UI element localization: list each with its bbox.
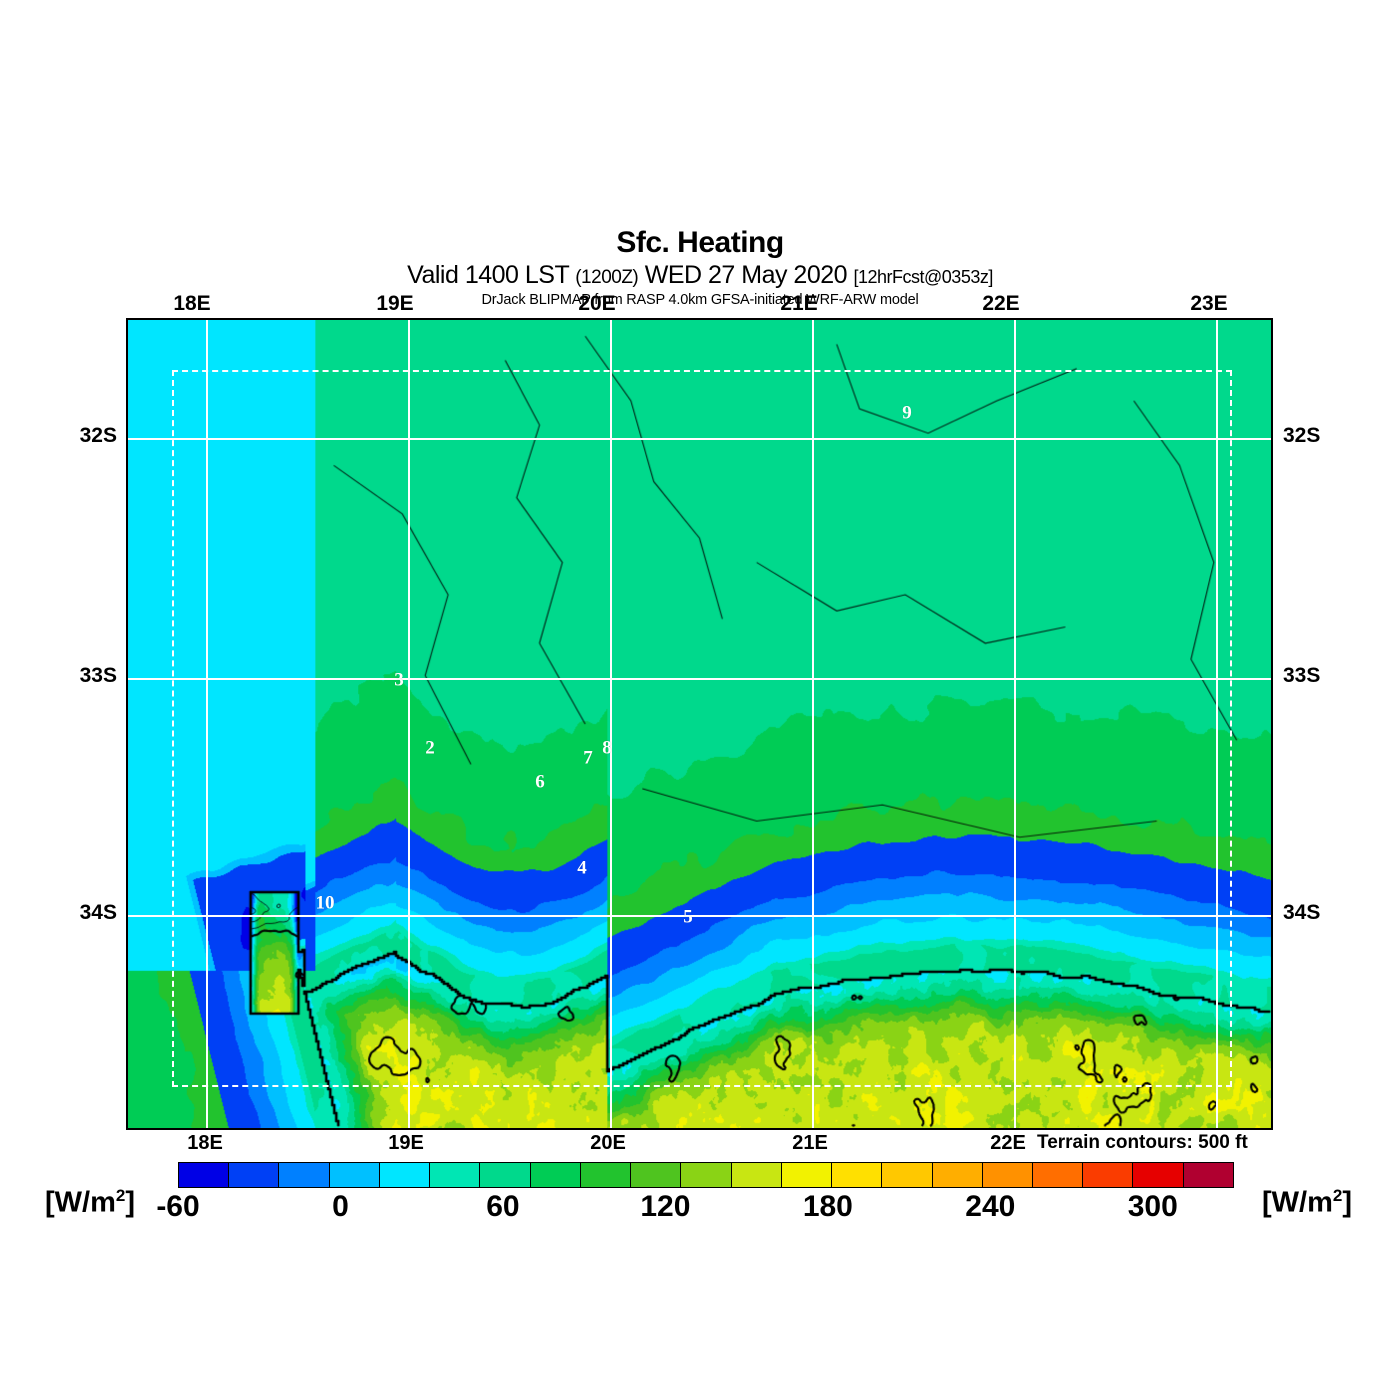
colorbar-segment-2 — [279, 1163, 330, 1187]
page-title: Sfc. Heating — [616, 226, 784, 259]
map-number-2: 2 — [425, 737, 435, 759]
lat-label-right-32s: 32S — [1283, 424, 1321, 447]
map-number-10: 10 — [315, 892, 335, 914]
lat-label-right-34s: 34S — [1283, 901, 1321, 924]
gridline-lon-18e — [206, 320, 208, 1128]
lat-label-left-34s: 34S — [79, 901, 117, 924]
lon-label-top-23e: 23E — [1190, 292, 1228, 315]
sfc-heating-raster — [128, 320, 1271, 1128]
gridline-lon-19e — [408, 320, 410, 1128]
unit-text-right: [W/m — [1262, 1186, 1333, 1219]
map-number-7: 7 — [583, 747, 593, 769]
colorbar-segment-10 — [681, 1163, 732, 1187]
colorbar-segment-3 — [329, 1163, 380, 1187]
valid-prefix: Valid 1400 LST — [407, 261, 569, 289]
colorbar-segment-7 — [530, 1163, 581, 1187]
lon-label-bottom-21e: 21E — [792, 1132, 828, 1154]
lat-label-left-33s: 33S — [79, 664, 117, 687]
gridline-lat-32s — [128, 438, 1271, 440]
colorbar-tick-240: 240 — [965, 1190, 1016, 1223]
colorbar-segment-16 — [982, 1163, 1033, 1187]
lon-label-bottom-20e: 20E — [590, 1132, 626, 1154]
colorbar-segment-1 — [229, 1163, 280, 1187]
gridline-lat-33s — [128, 678, 1271, 680]
forecast-tag: [12hrFcst@0353z] — [853, 267, 994, 287]
colorbar-segment-17 — [1032, 1163, 1084, 1187]
colorbar-segment-12 — [781, 1163, 833, 1187]
map-number-3: 3 — [394, 669, 404, 691]
unit-text-left: [W/m — [45, 1186, 116, 1219]
unit-suffix-left: ] — [125, 1186, 136, 1219]
colorbar-tick-0: 0 — [332, 1190, 349, 1223]
terrain-contour-note: Terrain contours: 500 ft — [1037, 1132, 1248, 1153]
gridline-lon-20e — [610, 320, 612, 1128]
lat-label-left-32s: 32S — [79, 424, 117, 447]
colorbar-segment-11 — [731, 1163, 782, 1187]
colorbar-segment-14 — [882, 1163, 933, 1187]
colorbar-segment-15 — [932, 1163, 983, 1187]
lon-label-top-21e: 21E — [780, 292, 818, 315]
gridline-lon-21e — [812, 320, 814, 1128]
map-number-6: 6 — [535, 771, 545, 793]
colorbar-tick-300: 300 — [1127, 1190, 1178, 1223]
map-number-5: 5 — [683, 906, 693, 928]
lon-label-top-18e: 18E — [173, 292, 211, 315]
gridline-lon-22e — [1014, 320, 1016, 1128]
colorbar-segment-18 — [1083, 1163, 1134, 1187]
colorbar-segment-0 — [179, 1163, 230, 1187]
colorbar — [178, 1162, 1234, 1188]
colorbar-segment-6 — [480, 1163, 531, 1187]
colorbar-segment-20 — [1183, 1163, 1233, 1187]
lon-label-top-22e: 22E — [982, 292, 1020, 315]
unit-suffix-right: ] — [1342, 1186, 1353, 1219]
valid-day: WED 27 May 2020 — [644, 261, 848, 289]
map-number-8: 8 — [602, 737, 612, 759]
lat-label-right-33s: 33S — [1283, 664, 1321, 687]
title-block: Sfc. Heating Valid 1400 LST (1200Z) WED … — [0, 226, 1400, 309]
gridline-lon-23e — [1216, 320, 1218, 1128]
colorbar-segment-9 — [631, 1163, 682, 1187]
lon-label-bottom-22e: 22E — [990, 1132, 1026, 1154]
unit-sup-right: 2 — [1332, 1186, 1343, 1205]
lon-label-top-20e: 20E — [578, 292, 616, 315]
colorbar-segment-13 — [832, 1163, 883, 1187]
colorbar-tick-180: 180 — [802, 1190, 853, 1223]
map-number-4: 4 — [577, 857, 587, 879]
colorbar-segment-8 — [580, 1163, 632, 1187]
lon-label-bottom-18e: 18E — [187, 1132, 223, 1154]
colorbar-unit-left: [W/m2] — [45, 1186, 135, 1220]
colorbar-segment-19 — [1133, 1163, 1184, 1187]
unit-sup-left: 2 — [115, 1186, 126, 1205]
gridline-lat-34s — [128, 915, 1271, 917]
lon-label-bottom-19e: 19E — [388, 1132, 424, 1154]
valid-time-line: Valid 1400 LST (1200Z) WED 27 May 2020 [… — [0, 261, 1400, 289]
colorbar-tick-60: 60 — [486, 1190, 520, 1223]
lon-label-top-19e: 19E — [376, 292, 414, 315]
colorbar-segment-5 — [430, 1163, 481, 1187]
inner-domain-box — [172, 370, 1232, 1087]
colorbar-tick-120: 120 — [640, 1190, 691, 1223]
valid-utc: (1200Z) — [575, 267, 639, 288]
colorbar-tick--60: -60 — [156, 1190, 200, 1223]
forecast-map[interactable]: 9 3 2 7 6 8 10 4 5 — [126, 318, 1273, 1130]
model-credit: DrJack BLIPMAP from RASP 4.0km GFSA-init… — [481, 292, 919, 308]
colorbar-segment-4 — [379, 1163, 431, 1187]
map-number-9: 9 — [902, 402, 912, 424]
colorbar-unit-right: [W/m2] — [1262, 1186, 1352, 1220]
